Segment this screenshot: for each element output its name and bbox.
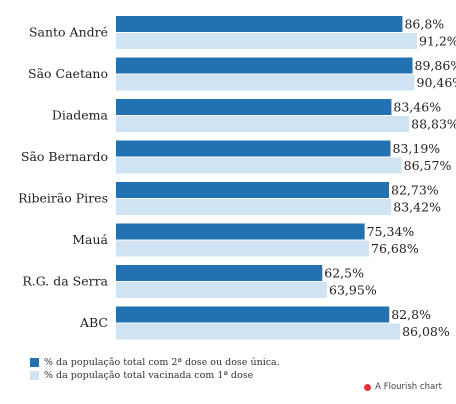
- value-label-dose1: 86,08%: [402, 324, 450, 339]
- bar-group: São Caetano 89,86% 90,46%: [28, 57, 456, 91]
- legend-label-dose1: % da população total vacinada com 1ª dos…: [44, 370, 254, 381]
- value-label-dose2: 82,73%: [391, 183, 439, 198]
- value-label-dose2: 83,19%: [393, 141, 441, 156]
- flourish-logo-icon: [364, 383, 372, 391]
- category-label: Mauá: [72, 232, 108, 247]
- bar-group: São Bernardo 83,19% 86,57%: [21, 140, 452, 174]
- value-label-dose1: 76,68%: [371, 241, 419, 256]
- legend-swatch-dose1: [30, 371, 39, 380]
- value-label-dose2: 86,8%: [404, 17, 444, 32]
- legend: % da população total com 2ª dose ou dose…: [30, 356, 280, 382]
- bar-dose2[interactable]: [116, 265, 323, 281]
- category-label: ABC: [79, 315, 108, 330]
- value-label-dose1: 91,2%: [419, 34, 456, 49]
- value-label-dose1: 90,46%: [417, 75, 456, 90]
- bar-group: ABC 82,8% 86,08%: [79, 306, 450, 340]
- bar-group: Diadema 83,46% 88,83%: [52, 99, 456, 132]
- value-label-dose1: 63,95%: [329, 283, 377, 298]
- legend-label-dose2: % da população total com 2ª dose ou dose…: [44, 357, 280, 368]
- value-label-dose1: 83,42%: [393, 200, 441, 215]
- category-label: São Caetano: [28, 66, 108, 81]
- value-label-dose2: 83,46%: [393, 100, 441, 115]
- legend-item-dose1[interactable]: % da população total vacinada com 1ª dos…: [30, 369, 280, 382]
- value-label-dose1: 88,83%: [411, 117, 456, 132]
- bar-dose1[interactable]: [116, 282, 328, 298]
- bar-dose1[interactable]: [116, 240, 370, 257]
- bar-dose1[interactable]: [116, 157, 402, 174]
- bar-dose2[interactable]: [116, 182, 390, 198]
- category-label: São Bernardo: [21, 149, 108, 164]
- bar-group: Mauá 75,34% 76,68%: [72, 223, 419, 257]
- bar-dose2[interactable]: [116, 306, 390, 323]
- flourish-credit[interactable]: A Flourish chart: [364, 382, 442, 392]
- category-label: R.G. da Serra: [22, 274, 108, 289]
- bar-dose2[interactable]: [116, 16, 403, 32]
- credit-label: A Flourish chart: [375, 382, 442, 392]
- bar-dose2[interactable]: [116, 140, 391, 157]
- bar-group: Ribeirão Pires 82,73% 83,42%: [18, 182, 441, 215]
- bar-group: Santo André 86,8% 91,2%: [29, 16, 456, 49]
- bar-dose1[interactable]: [116, 33, 417, 49]
- legend-swatch-dose2: [30, 358, 39, 367]
- value-label-dose2: 89,86%: [415, 58, 456, 73]
- category-label: Ribeirão Pires: [18, 191, 108, 206]
- legend-item-dose2[interactable]: % da população total com 2ª dose ou dose…: [30, 356, 280, 369]
- bar-dose2[interactable]: [116, 223, 365, 240]
- bar-dose1[interactable]: [116, 323, 401, 340]
- value-label-dose2: 62,5%: [324, 266, 364, 281]
- value-label-dose2: 82,8%: [391, 307, 431, 322]
- bar-dose1[interactable]: [116, 74, 415, 91]
- category-label: Diadema: [52, 108, 109, 123]
- value-label-dose2: 75,34%: [367, 224, 415, 239]
- bar-dose1[interactable]: [116, 116, 410, 132]
- bar-dose1[interactable]: [116, 199, 392, 215]
- bar-group: R.G. da Serra 62,5% 63,95%: [22, 265, 377, 298]
- value-label-dose1: 86,57%: [404, 158, 452, 173]
- bar-dose2[interactable]: [116, 99, 392, 115]
- bar-dose2[interactable]: [116, 57, 413, 74]
- category-label: Santo André: [29, 25, 108, 40]
